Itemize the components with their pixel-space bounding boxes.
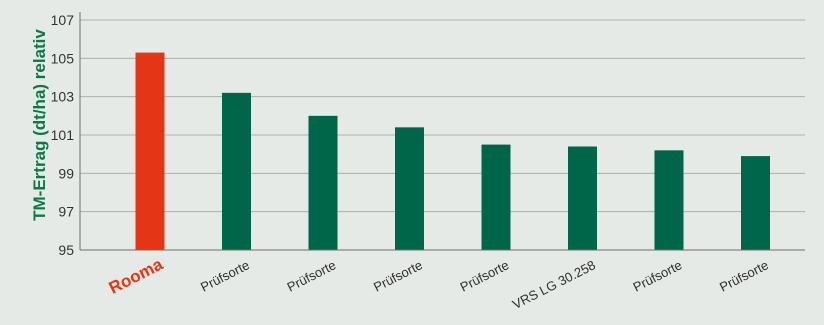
bar-highlighted	[135, 52, 165, 251]
x-category-label: Prüfsorte	[198, 257, 252, 294]
y-tick-label: 105	[51, 50, 75, 66]
x-category-label: Prüfsorte	[371, 257, 425, 294]
bar	[222, 92, 251, 250]
y-tick-label: 95	[58, 242, 74, 258]
x-category-label: VRS LG 30.258	[510, 257, 598, 312]
x-category-label: Prüfsorte	[285, 257, 339, 294]
y-tick-label: 107	[51, 12, 75, 28]
bar	[395, 127, 424, 250]
x-category-label-highlighted: Rooma	[106, 254, 166, 297]
x-category-label: Prüfsorte	[631, 257, 685, 294]
y-tick-label: 97	[58, 204, 74, 220]
bar	[741, 156, 770, 250]
bar	[654, 150, 684, 250]
y-axis-label: TM-Ertrag (dt/ha) relativ	[30, 29, 49, 221]
bar	[568, 146, 597, 250]
bar	[308, 115, 338, 250]
x-category-label: Prüfsorte	[717, 257, 771, 294]
y-tick-label: 99	[58, 165, 74, 181]
x-category-label: Prüfsorte	[458, 257, 512, 294]
y-tick-label: 101	[51, 127, 75, 143]
bar	[481, 144, 511, 250]
y-tick-label: 103	[51, 89, 75, 105]
